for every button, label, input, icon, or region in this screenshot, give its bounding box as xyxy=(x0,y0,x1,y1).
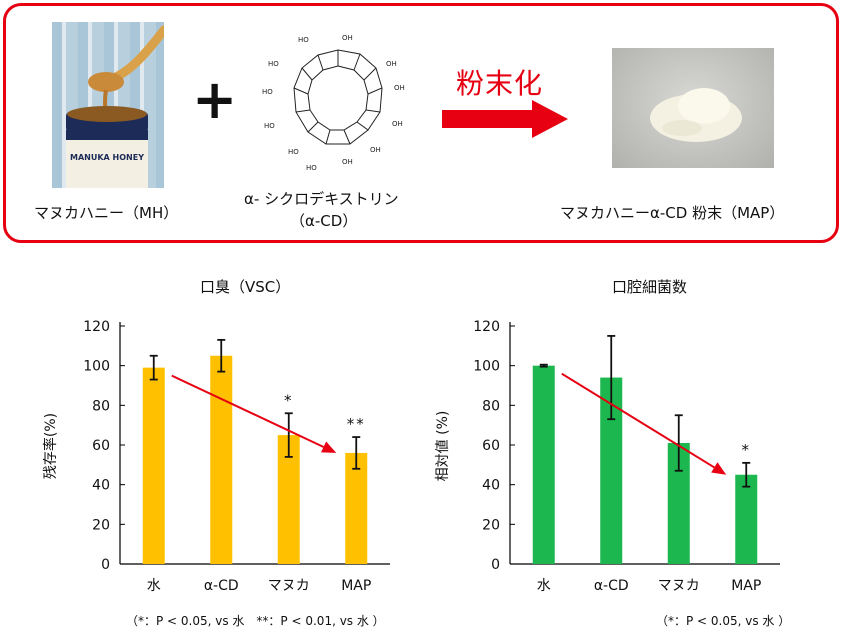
y-tick-label: 60 xyxy=(482,438,500,454)
bar xyxy=(532,365,555,564)
y-axis-label-right: 相対値 (%) xyxy=(435,410,451,482)
ho-label: HO xyxy=(262,88,273,96)
cyclodextrin-abbrev-label: （α-CD） xyxy=(290,212,358,230)
ho-label: HO xyxy=(298,36,309,44)
map-powder-photo xyxy=(612,48,774,168)
y-tick-label: 120 xyxy=(473,319,500,335)
oral-bacteria-bar-chart: 0 20 40 60 80 100 120 水 α-CD マヌカ MAP * xyxy=(473,319,780,594)
top-panel-frame xyxy=(3,3,839,243)
x-tick-label: マヌカ xyxy=(658,578,700,594)
bar xyxy=(142,367,165,564)
manuka-honey-photo: MANUKA HONEY xyxy=(52,22,164,188)
x-tick-label: マヌカ xyxy=(268,578,310,594)
y-tick-label: 80 xyxy=(482,398,500,414)
ho-label: HO xyxy=(288,148,299,156)
trend-arrow-line xyxy=(561,372,715,469)
process-arrow-icon xyxy=(442,100,568,138)
oh-label: OH xyxy=(342,34,353,42)
oh-label: OH xyxy=(394,84,405,92)
y-tick-label: 20 xyxy=(92,517,110,533)
y-tick-label: 20 xyxy=(482,517,500,533)
chart-title-vsc: 口臭（VSC） xyxy=(200,278,291,296)
y-tick-label: 40 xyxy=(92,478,110,494)
y-axis-label-left: 残存率(%) xyxy=(43,412,59,480)
y-tick-label: 40 xyxy=(482,478,500,494)
ho-label: HO xyxy=(264,122,275,130)
bar xyxy=(667,443,690,564)
significance-mark: ** xyxy=(347,415,366,433)
powder-label: マヌカハニーα-CD 粉末（MAP） xyxy=(560,204,785,222)
x-tick-label: α-CD xyxy=(204,578,239,594)
y-tick-label: 120 xyxy=(83,319,110,335)
y-tick-label: 60 xyxy=(92,438,110,454)
bar xyxy=(210,355,233,564)
trend-arrow-head xyxy=(321,441,337,453)
jar-label-text: MANUKA HONEY xyxy=(70,153,144,162)
oh-label: OH xyxy=(370,146,381,154)
honey-label: マヌカハニー（MH） xyxy=(34,204,179,222)
footnote-left: （*：P < 0.05, vs 水 **：P < 0.01, vs 水 ） xyxy=(126,614,385,628)
ho-label: HO xyxy=(268,60,279,68)
x-tick-label: 水 xyxy=(147,578,161,594)
powderization-label: 粉末化 xyxy=(456,67,544,100)
trend-arrow-line xyxy=(171,374,325,448)
trend-arrow-head xyxy=(711,462,727,475)
x-tick-label: MAP xyxy=(341,578,371,594)
y-tick-label: 100 xyxy=(83,359,110,375)
oh-label: OH xyxy=(342,158,353,166)
footnote-right: （*：P < 0.05, vs 水 ） xyxy=(656,614,791,628)
bad-breath-bar-chart: 0 20 40 60 80 100 120 水 α-CD マヌカ * MAP ** xyxy=(83,319,390,594)
y-tick-label: 80 xyxy=(92,398,110,414)
cyclodextrin-label: α- シクロデキストリン xyxy=(244,190,399,208)
alpha-cyclodextrin-structure: OH OH OH OH OH OH HO HO HO HO HO HO xyxy=(262,34,405,172)
y-tick-label: 0 xyxy=(101,557,110,573)
chart-title-bacteria: 口腔細菌数 xyxy=(612,278,688,296)
bar xyxy=(735,474,758,564)
x-tick-label: MAP xyxy=(731,578,761,594)
x-tick-label: α-CD xyxy=(594,578,629,594)
x-tick-label: 水 xyxy=(537,578,551,594)
oh-label: OH xyxy=(386,60,397,68)
bar xyxy=(345,452,368,564)
bar xyxy=(277,435,300,564)
plus-sign: + xyxy=(192,68,238,131)
y-tick-label: 0 xyxy=(491,557,500,573)
oh-label: OH xyxy=(392,120,403,128)
ho-label: HO xyxy=(306,164,317,172)
significance-mark: * xyxy=(742,441,752,459)
bar xyxy=(600,377,623,564)
y-tick-label: 100 xyxy=(473,359,500,375)
significance-mark: * xyxy=(284,391,294,409)
